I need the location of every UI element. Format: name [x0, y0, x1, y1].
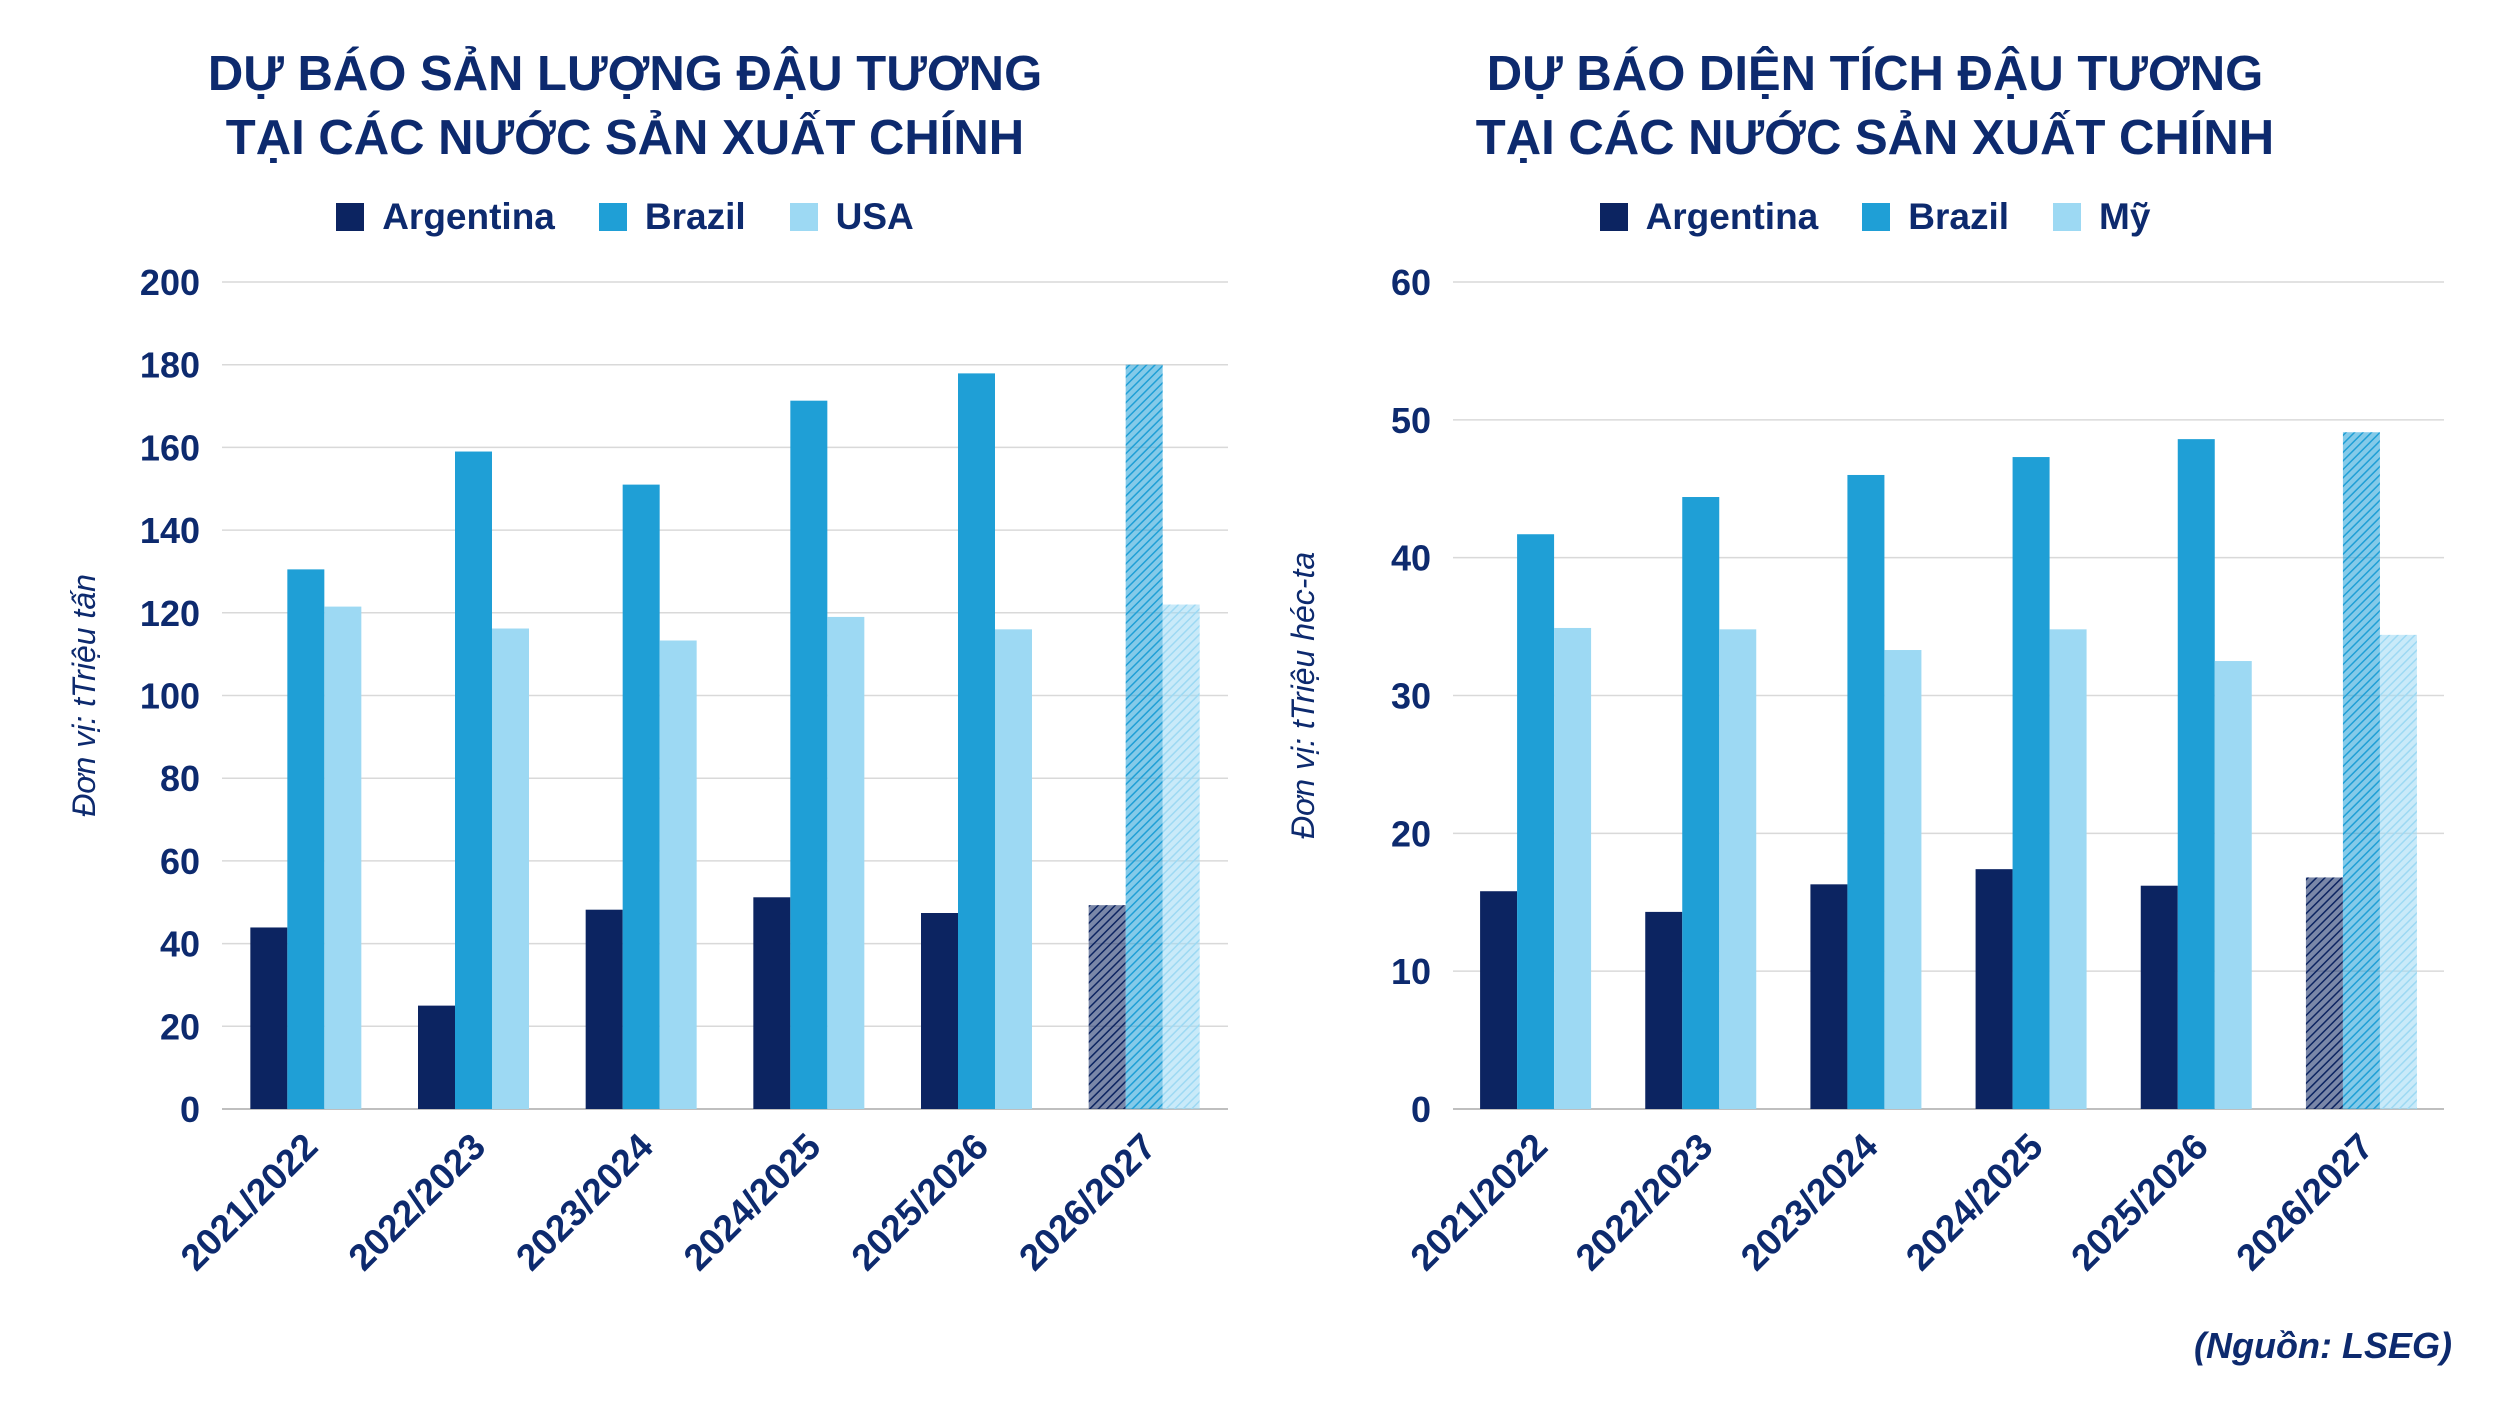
legend-swatch — [789, 203, 818, 231]
chart-title-line-2: TẠI CÁC NƯỚC SẢN XUẤT CHÍNH — [225, 111, 1025, 165]
bar-brazil-2025-2026 — [2177, 439, 2215, 1109]
bar-usa-2025-2026 — [995, 629, 1032, 1109]
bar-usa-2026-2027 — [1162, 604, 1200, 1109]
legend-label: Argentina — [1645, 196, 1819, 237]
bar-argentina-2022-2023 — [418, 1005, 455, 1109]
y-tick-label: 40 — [160, 924, 200, 965]
x-tick-label: 2025/2026 — [843, 1126, 996, 1279]
y-tick-label: 20 — [160, 1006, 200, 1047]
bar-argentina-2026-2027 — [1088, 905, 1126, 1109]
bar-argentina-2025-2026 — [921, 913, 958, 1109]
y-tick-label: 0 — [180, 1089, 200, 1130]
bar-brazil-2023-2024 — [1847, 474, 1885, 1109]
bar-brazil-2021-2022 — [287, 569, 325, 1109]
chart-title: DỰ BÁO SẢN LƯỢNG ĐẬU TƯƠNG TẠI CÁC NƯỚC … — [0, 42, 1250, 170]
y-axis-label: Đơn vị: tTriệu tấn — [66, 574, 102, 817]
x-tick-label: 2024/2025 — [1898, 1126, 2051, 1279]
bar-brazil-2026-2027 — [2342, 432, 2380, 1109]
y-tick-label: 60 — [1391, 262, 1431, 303]
y-axis-label: Đơn vị: tTriệu héc-ta — [1285, 552, 1321, 839]
bar-usa-2023-2024 — [659, 640, 697, 1109]
y-tick-label: 180 — [140, 345, 200, 386]
bar-usa-2021-2022 — [324, 606, 362, 1109]
bar-brazil-2025-2026 — [958, 373, 995, 1109]
x-tick-label: 2026/2027 — [1011, 1126, 1164, 1279]
bar-argentina-2021-2022 — [250, 927, 288, 1109]
bar-argentina-2025-2026 — [2140, 885, 2178, 1109]
production-chart: DỰ BÁO SẢN LƯỢNG ĐẬU TƯƠNG TẠI CÁC NƯỚC … — [0, 42, 1250, 1279]
y-tick-label: 10 — [1391, 951, 1431, 992]
chart-title-line-1: DỰ BÁO DIỆN TÍCH ĐẬU TƯƠNG — [1486, 47, 2264, 101]
area-plot-area: 0 10 20 30 40 50 60 Đơn vị: tTriệu héc-ta 2021/2… — [1285, 262, 2444, 1279]
y-tick-label: 200 — [140, 262, 200, 303]
y-tick-label: 60 — [160, 841, 200, 882]
bar-brazil-2026-2027 — [1125, 364, 1163, 1109]
y-tick-label: 40 — [1391, 538, 1431, 579]
bar-m-2026-2027 — [2379, 634, 2417, 1109]
source-note: (Nguồn: LSEG) — [2194, 1325, 2452, 1366]
y-tick-label: 80 — [160, 758, 200, 799]
production-plot-area: 0 20 40 60 80 100 120 140 160 180 200 Đơn vị: tTriệ… — [66, 262, 1228, 1279]
bar-usa-2022-2023 — [492, 628, 529, 1109]
y-tick-label: 100 — [140, 676, 200, 717]
bar-usa-2024-2025 — [827, 616, 865, 1109]
chart-title-line-1: DỰ BÁO SẢN LƯỢNG ĐẬU TƯƠNG — [207, 47, 1043, 101]
bar-argentina-2021-2022 — [1480, 891, 1518, 1109]
bar-m-2024-2025 — [2049, 629, 2087, 1109]
y-tick-label: 120 — [140, 593, 200, 634]
bar-m-2025-2026 — [2214, 661, 2252, 1109]
x-tick-label: 2023/2024 — [508, 1125, 661, 1278]
legend-swatch — [1862, 203, 1891, 231]
x-tick-label: 2022/2023 — [1568, 1126, 1721, 1279]
chart-legend: Argentina Brazil Mỹ — [1250, 196, 2500, 238]
area-chart: DỰ BÁO DIỆN TÍCH ĐẬU TƯƠNG TẠI CÁC NƯỚC … — [1250, 0, 2500, 1407]
legend-item-usa: Mỹ — [2053, 196, 2150, 238]
bar-argentina-2024-2025 — [753, 897, 791, 1109]
chart-title: DỰ BÁO DIỆN TÍCH ĐẬU TƯƠNG TẠI CÁC NƯỚC … — [1250, 42, 2500, 170]
bar-brazil-2024-2025 — [790, 400, 828, 1109]
bar-brazil-2022-2023 — [455, 451, 492, 1109]
bar-m-2023-2024 — [1884, 650, 1922, 1109]
bar-argentina-2024-2025 — [1975, 869, 2013, 1109]
y-tick-label: 140 — [140, 510, 200, 551]
x-tick-label: 2023/2024 — [1733, 1125, 1886, 1278]
legend-label: Brazil — [1908, 196, 2010, 237]
bar-m-2021-2022 — [1554, 627, 1592, 1109]
x-tick-label: 2026/2027 — [2228, 1126, 2381, 1279]
legend-item-usa: USA — [789, 196, 914, 238]
legend-swatch — [336, 203, 365, 231]
bar-argentina-2026-2027 — [2305, 877, 2343, 1109]
legend-label: USA — [835, 196, 914, 237]
x-tick-label: 2021/2022 — [173, 1126, 326, 1279]
bar-argentina-2023-2024 — [1810, 884, 1848, 1109]
x-tick-label: 2024/2025 — [676, 1126, 829, 1279]
y-tick-label: 160 — [140, 427, 200, 468]
legend-item-brazil: Brazil — [598, 196, 746, 238]
bar-argentina-2023-2024 — [585, 909, 623, 1109]
legend-label: Argentina — [382, 196, 555, 237]
legend-label: Brazil — [644, 196, 746, 237]
bar-argentina-2022-2023 — [1645, 911, 1683, 1109]
bar-brazil-2021-2022 — [1517, 534, 1555, 1109]
x-tick-label: 2021/2022 — [1403, 1126, 1556, 1279]
x-tick-label: 2022/2023 — [340, 1126, 493, 1279]
x-tick-label: 2025/2026 — [2063, 1126, 2216, 1279]
legend-item-argentina: Argentina — [336, 196, 555, 238]
legend-swatch — [598, 203, 627, 231]
bar-m-2022-2023 — [1719, 629, 1757, 1109]
bar-brazil-2023-2024 — [622, 484, 660, 1109]
chart-title-line-2: TẠI CÁC NƯỚC SẢN XUẤT CHÍNH — [1475, 111, 2275, 165]
legend-label: Mỹ — [2099, 196, 2151, 237]
legend-swatch — [2053, 203, 2082, 231]
y-tick-label: 30 — [1391, 676, 1431, 717]
legend-item-argentina: Argentina — [1599, 196, 1819, 238]
legend-swatch — [1599, 203, 1628, 231]
y-tick-label: 0 — [1411, 1089, 1431, 1130]
y-tick-label: 50 — [1391, 400, 1431, 441]
y-tick-label: 20 — [1391, 813, 1431, 854]
legend-item-brazil: Brazil — [1862, 196, 2009, 238]
bar-brazil-2024-2025 — [2012, 457, 2050, 1109]
bar-brazil-2022-2023 — [1682, 497, 1720, 1109]
chart-legend: Argentina Brazil USA — [0, 196, 1250, 238]
